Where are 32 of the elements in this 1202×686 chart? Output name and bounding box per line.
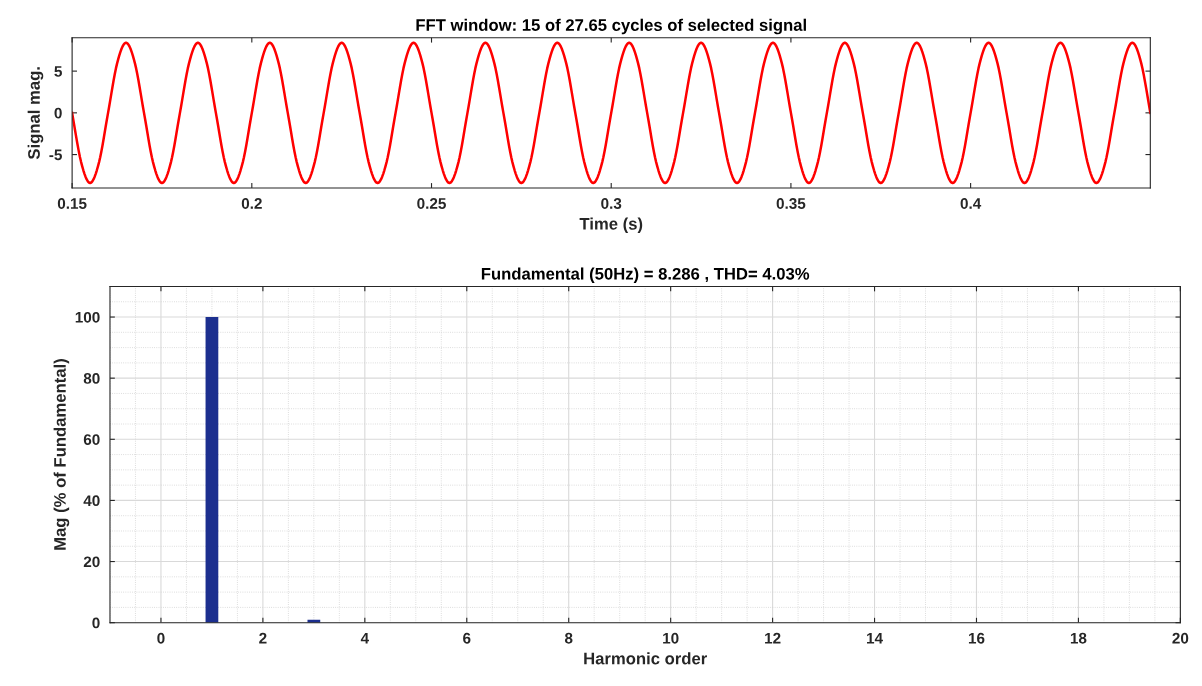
x-tick-label: 0: [157, 632, 165, 644]
x-axis-title: Harmonic order: [584, 652, 707, 665]
x-tick-label: 18: [1070, 632, 1087, 644]
x-tick-label: 4: [360, 632, 369, 644]
x-tick-label: 20: [1172, 632, 1189, 644]
x-tick-label: 12: [765, 632, 781, 644]
x-tick-label: 0.15: [57, 198, 87, 209]
y-tick-label: 20: [83, 556, 100, 568]
y-tick-label: -5: [49, 149, 62, 161]
y-tick-label: 5: [54, 66, 62, 77]
x-tick-label: 0.2: [241, 198, 262, 209]
x-axis-title: Time (s): [579, 217, 643, 234]
x-tick-label: 2: [259, 632, 267, 644]
y-axis-title: Signal mag.: [27, 67, 44, 160]
y-tick-label: 100: [75, 311, 100, 323]
chart-title: Fundamental (50Hz) = 8.286 , THD= 4.03%: [481, 267, 810, 283]
x-tick-label: 0.4: [960, 198, 982, 209]
x-tick-label: 0.3: [601, 198, 622, 209]
x-tick-label: 14: [867, 632, 883, 644]
y-tick-label: 40: [83, 495, 100, 507]
x-tick-label: 16: [968, 632, 985, 644]
x-tick-label: 0.25: [417, 198, 446, 209]
y-axis-title: Mag (% of Fundamental): [53, 359, 70, 550]
y-tick-label: 0: [54, 107, 62, 119]
x-tick-label: 10: [663, 632, 679, 644]
x-tick-label: 8: [564, 632, 573, 644]
x-tick-label: 0.35: [776, 198, 806, 209]
y-tick-label: 80: [83, 373, 100, 384]
x-tick-label: 6: [463, 632, 471, 644]
y-tick-label: 0: [92, 617, 100, 629]
chart-title: FFT window: 15 of 27.65 cycles of selected signal: [416, 18, 806, 35]
y-tick-label: 60: [83, 434, 100, 445]
